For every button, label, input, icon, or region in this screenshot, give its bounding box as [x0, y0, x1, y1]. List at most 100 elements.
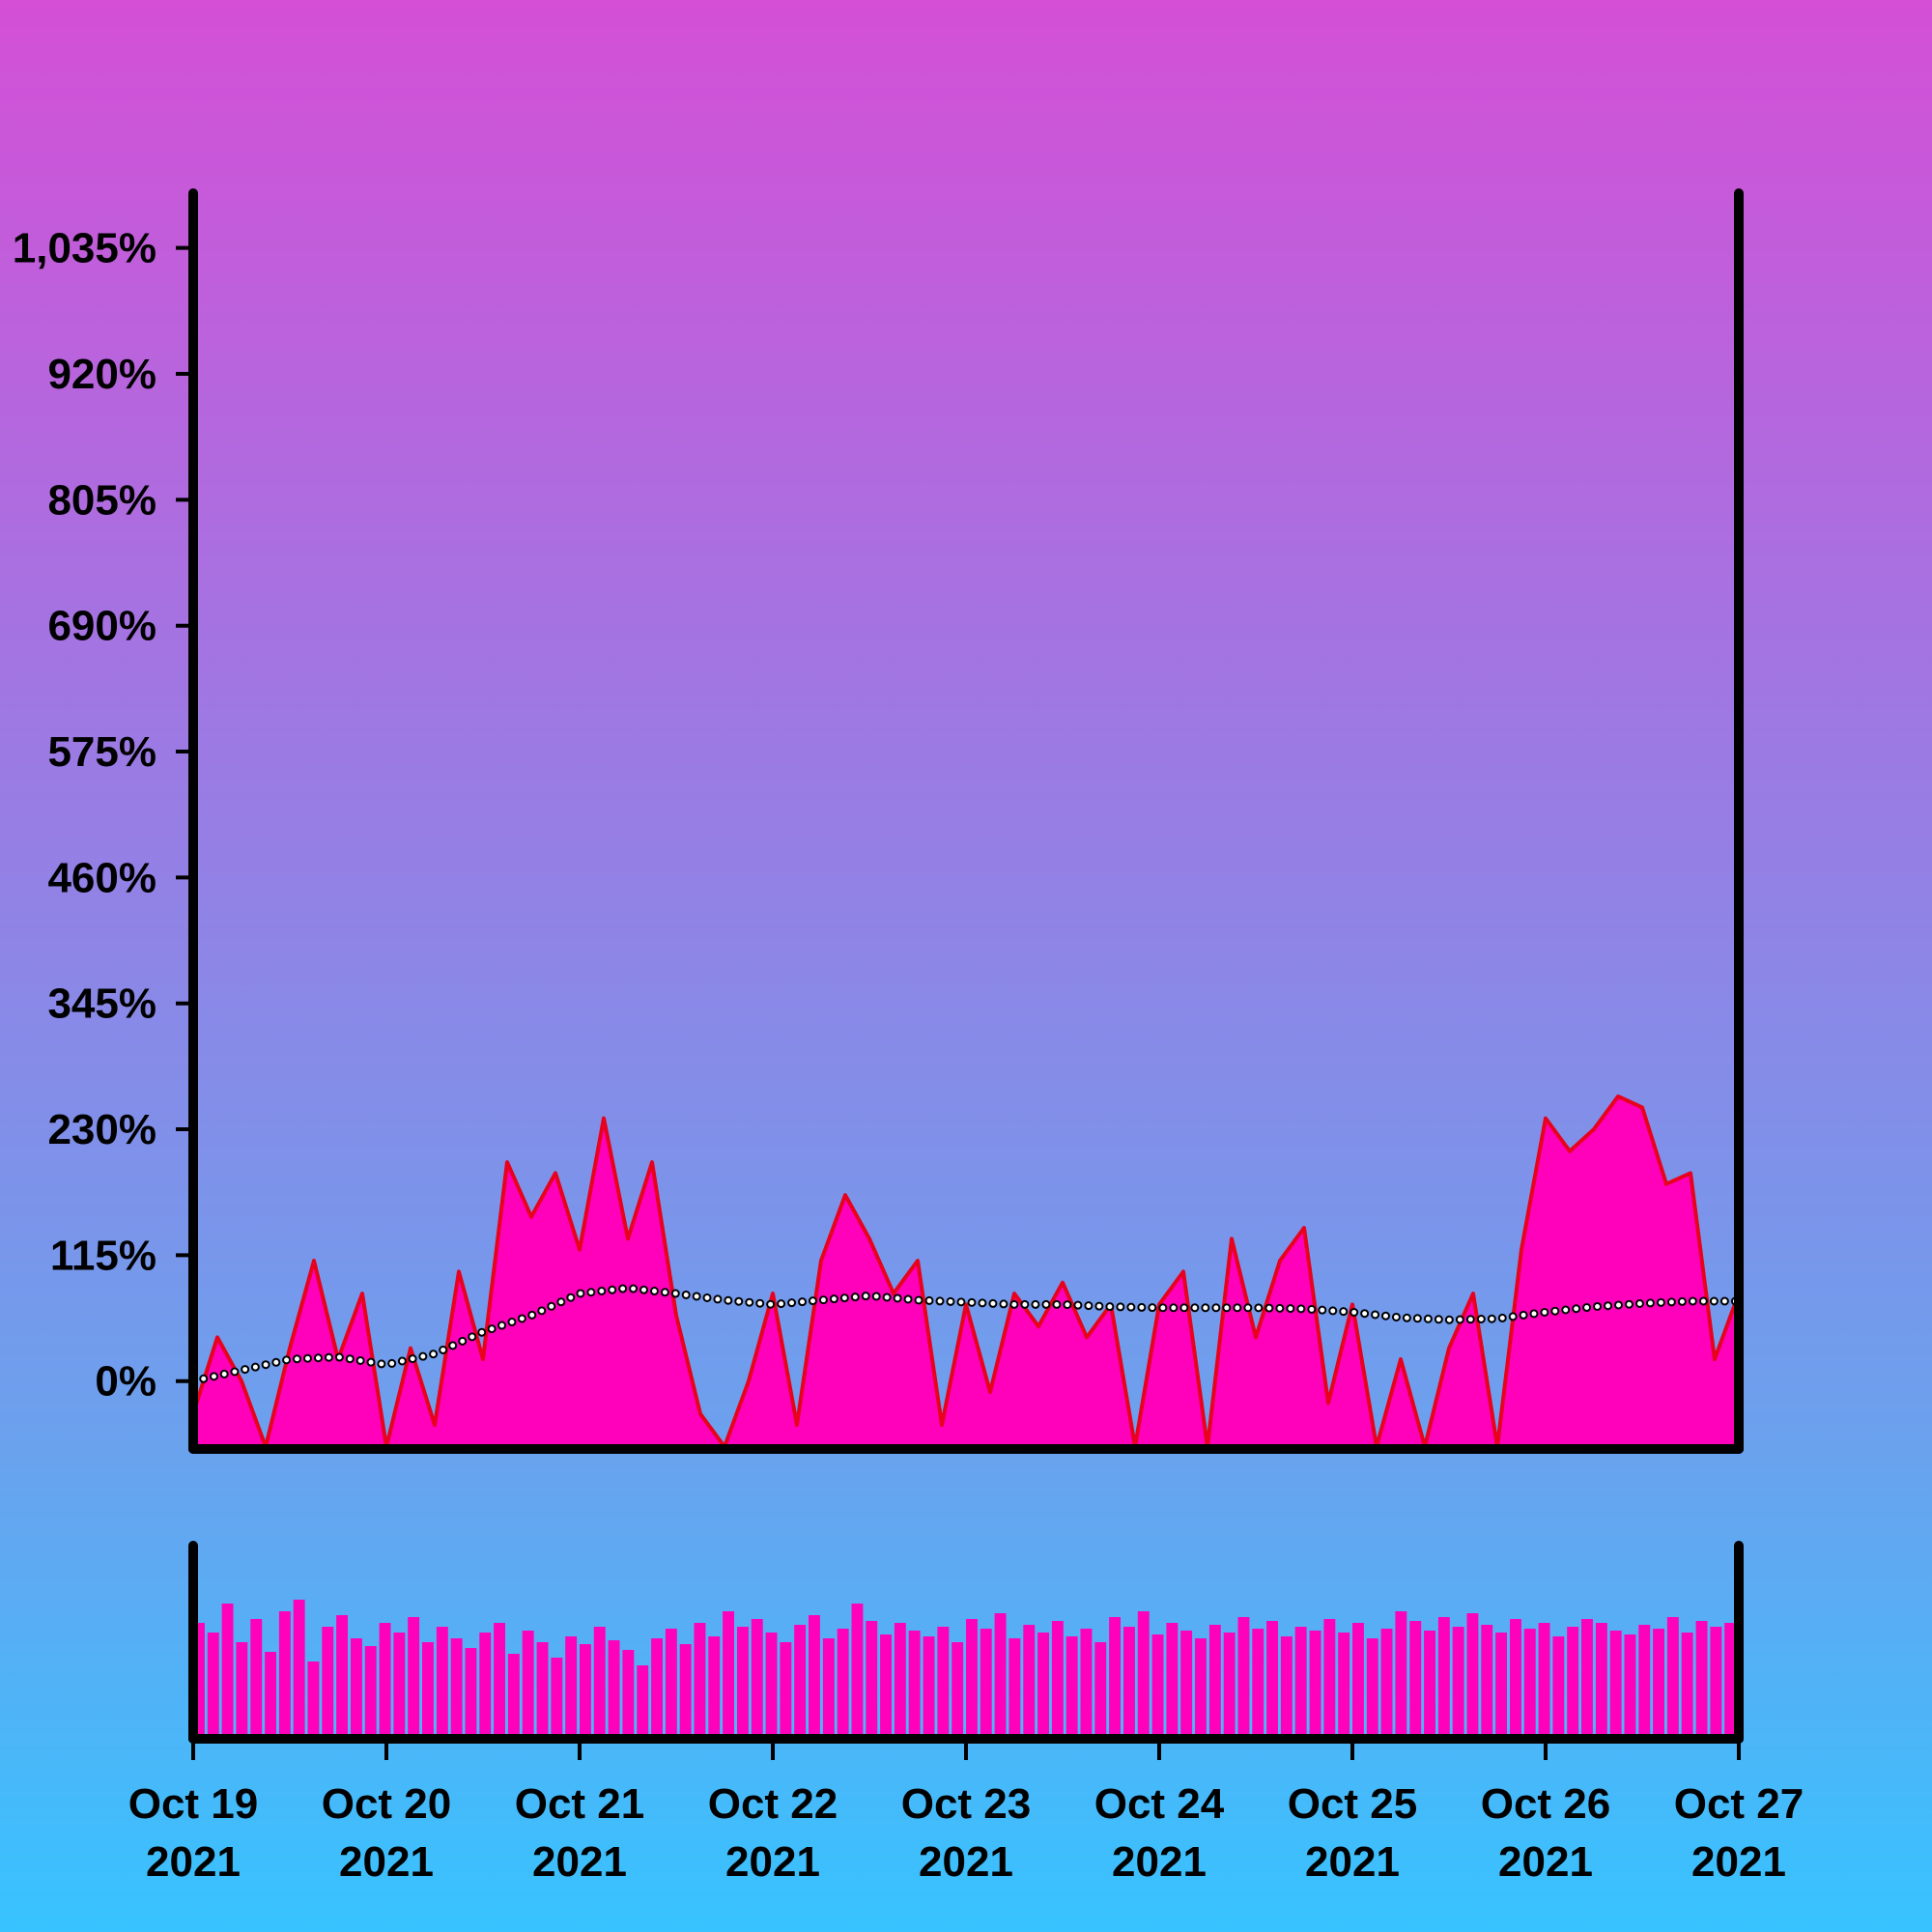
x-tick-label: Oct 24 2021 — [1094, 1780, 1225, 1886]
volume-bar — [307, 1662, 320, 1734]
x-tick-label: Oct 20 2021 — [322, 1780, 452, 1886]
volume-bar — [1151, 1634, 1164, 1734]
x-tick-label: Oct 27 2021 — [1674, 1780, 1804, 1886]
x-tick-year: 2021 — [1498, 1838, 1593, 1886]
y-tick-label: 805% — [47, 476, 156, 524]
volume-bar — [937, 1627, 950, 1734]
volume-bar — [1294, 1627, 1307, 1734]
volume-bar — [1195, 1638, 1207, 1734]
volume-bar — [651, 1638, 663, 1734]
x-axis-ticks: Oct 19 2021 Oct 20 2021 Oct 21 2021 Oct 22 2021… — [128, 1739, 1804, 1886]
volume-bar — [1481, 1625, 1493, 1734]
volume-bar — [265, 1652, 276, 1734]
volume-bar — [866, 1621, 878, 1734]
volume-bar — [536, 1642, 549, 1734]
volume-bar — [1266, 1621, 1278, 1734]
x-tick-date: Oct 26 — [1481, 1780, 1611, 1828]
volume-bar — [1609, 1631, 1622, 1734]
x-tick-date: Oct 23 — [901, 1780, 1032, 1828]
volume-bar — [1366, 1638, 1378, 1734]
volume-bar — [1638, 1625, 1651, 1734]
volume-bar — [1094, 1642, 1107, 1734]
volume-bar — [364, 1646, 377, 1734]
volume-bar — [1567, 1627, 1579, 1734]
x-tick-label: Oct 25 2021 — [1288, 1780, 1418, 1886]
volume-bar — [1681, 1633, 1693, 1734]
x-tick-date: Oct 22 — [708, 1780, 838, 1828]
volume-bar — [293, 1600, 305, 1734]
x-tick-label: Oct 19 2021 — [128, 1780, 259, 1886]
volume-bar — [1252, 1629, 1264, 1734]
y-tick-label: 460% — [47, 854, 156, 901]
main-plot-area — [193, 1094, 1739, 1449]
volume-bar — [851, 1604, 864, 1734]
volume-bar — [751, 1619, 763, 1734]
volume-bar — [1710, 1627, 1722, 1734]
volume-bar — [966, 1619, 978, 1734]
volume-bar — [1180, 1631, 1193, 1734]
volume-bar — [923, 1636, 935, 1734]
volume-bar — [193, 1623, 205, 1734]
volume-bar — [1380, 1629, 1393, 1734]
volume-bar — [1237, 1617, 1250, 1734]
volume-bar — [551, 1658, 563, 1734]
x-tick-year: 2021 — [1112, 1838, 1207, 1886]
volume-bar — [1510, 1619, 1521, 1734]
volume-bar — [450, 1638, 463, 1734]
volume-bar — [1409, 1621, 1422, 1734]
volume-bar — [1666, 1617, 1679, 1734]
volume-bar — [379, 1623, 391, 1734]
volume-bar — [479, 1633, 492, 1734]
volume-bar — [408, 1617, 420, 1734]
volume-bar — [1437, 1617, 1450, 1734]
volume-bar — [522, 1631, 534, 1734]
volume-bar — [1452, 1627, 1464, 1734]
volume-bar — [637, 1665, 649, 1734]
x-tick-date: Oct 24 — [1094, 1780, 1225, 1828]
volume-bar — [894, 1623, 906, 1734]
volume-bar — [565, 1636, 578, 1734]
x-tick-date: Oct 21 — [515, 1780, 645, 1828]
volume-bar — [1166, 1623, 1179, 1734]
area-series-fill — [193, 1096, 1739, 1449]
volume-bar — [1338, 1633, 1350, 1734]
volume-bar — [737, 1627, 749, 1734]
volume-bar — [278, 1611, 291, 1734]
volume-bar — [1051, 1621, 1064, 1734]
x-tick-year: 2021 — [339, 1838, 434, 1886]
volume-bar — [1023, 1625, 1036, 1734]
y-tick-label: 1,035% — [13, 225, 156, 272]
y-tick-label: 575% — [47, 728, 156, 776]
y-tick-label: 0% — [95, 1358, 156, 1406]
area-series-line — [193, 1094, 1739, 1449]
volume-bar — [765, 1633, 778, 1734]
volume-bar — [794, 1625, 807, 1734]
volume-bar — [422, 1642, 434, 1734]
volume-bar — [822, 1638, 835, 1734]
volume-bar — [622, 1650, 635, 1734]
volume-bar — [952, 1642, 964, 1734]
volume-bar — [465, 1648, 477, 1734]
average-line — [193, 1285, 1739, 1384]
volume-bar — [1538, 1623, 1550, 1734]
volume-bar — [1523, 1629, 1536, 1734]
volume-bar — [994, 1613, 1007, 1734]
x-tick-year: 2021 — [532, 1838, 627, 1886]
volume-bar — [1695, 1621, 1708, 1734]
x-tick-date: Oct 20 — [322, 1780, 452, 1828]
x-tick-year: 2021 — [146, 1838, 241, 1886]
volume-bar — [694, 1623, 706, 1734]
volume-bar — [1280, 1636, 1293, 1734]
volume-bar — [1424, 1631, 1435, 1734]
volume-bar — [1137, 1611, 1150, 1734]
volume-bar — [1080, 1629, 1093, 1734]
volume-bar — [494, 1623, 505, 1734]
y-tick-label: 920% — [47, 351, 156, 398]
volume-bar — [1352, 1623, 1364, 1734]
volume-bar — [1724, 1623, 1737, 1734]
y-tick-label: 690% — [47, 603, 156, 650]
x-tick-year: 2021 — [1305, 1838, 1400, 1886]
x-tick-label: Oct 22 2021 — [708, 1780, 838, 1886]
volume-bar — [1009, 1638, 1021, 1734]
